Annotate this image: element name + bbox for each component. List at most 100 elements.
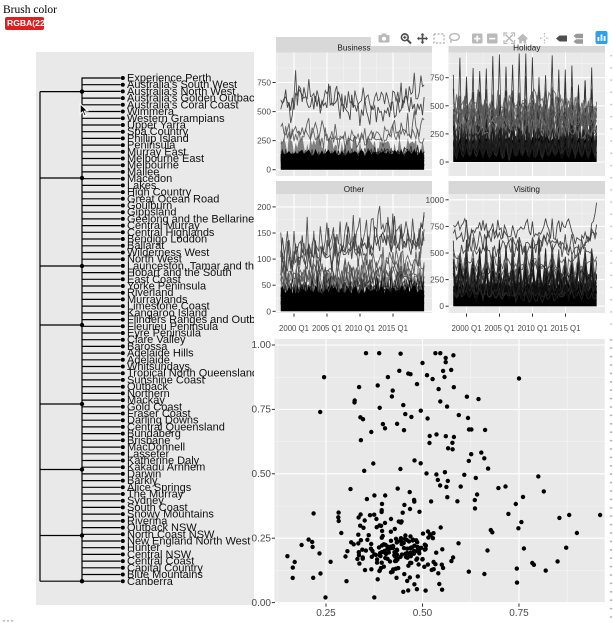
svg-text:2000 Q1: 2000 Q1 [279, 324, 309, 333]
svg-text:Australia's South West: Australia's South West [127, 79, 237, 91]
svg-text:2015 Q1: 2015 Q1 [378, 324, 408, 333]
svg-text:2015 Q1: 2015 Q1 [551, 324, 581, 333]
svg-text:2010 Q1: 2010 Q1 [345, 324, 375, 333]
svg-text:Snowy Mountains: Snowy Mountains [127, 509, 214, 521]
svg-text:250: 250 [430, 129, 444, 139]
svg-text:0: 0 [439, 157, 444, 167]
svg-text:Clare Valley: Clare Valley [127, 334, 186, 346]
svg-text:Lakes: Lakes [127, 180, 157, 192]
svg-text:Ballarat: Ballarat [127, 240, 164, 252]
svg-text:Murraylands: Murraylands [127, 294, 188, 306]
svg-text:0.50: 0.50 [413, 608, 433, 619]
svg-text:Adelaide: Adelaide [127, 354, 170, 366]
svg-text:0.25: 0.25 [252, 533, 272, 544]
svg-text:250: 250 [257, 136, 271, 146]
svg-text:Eyre Peninsula: Eyre Peninsula [127, 328, 202, 340]
svg-text:Brisbane: Brisbane [127, 435, 170, 447]
svg-text:Sunshine Coast: Sunshine Coast [127, 374, 205, 386]
svg-text:Goulburn: Goulburn [127, 200, 172, 212]
svg-text:0: 0 [266, 306, 271, 316]
svg-text:Melbourne East: Melbourne East [127, 153, 204, 165]
svg-text:2005 Q1: 2005 Q1 [312, 324, 342, 333]
svg-text:Central NSW: Central NSW [127, 549, 192, 561]
svg-text:500: 500 [430, 248, 444, 258]
svg-text:Outback: Outback [127, 381, 168, 393]
svg-text:Hobart and the South: Hobart and the South [127, 267, 232, 279]
svg-text:2010 Q1: 2010 Q1 [518, 324, 548, 333]
svg-text:0.50: 0.50 [252, 469, 272, 480]
svg-text:1.00: 1.00 [252, 340, 272, 351]
svg-text:Hunter: Hunter [127, 542, 160, 554]
svg-text:The Murray: The Murray [127, 489, 184, 501]
svg-text:Melbourne: Melbourne [127, 160, 179, 172]
svg-text:Alice Springs: Alice Springs [127, 482, 192, 494]
svg-text:Great Ocean Road: Great Ocean Road [127, 193, 219, 205]
svg-text:Experience Perth: Experience Perth [127, 73, 211, 85]
svg-text:Northern: Northern [127, 388, 170, 400]
svg-text:100: 100 [257, 254, 271, 264]
svg-text:Gold Coast: Gold Coast [127, 401, 182, 413]
svg-text:Riverina: Riverina [127, 515, 168, 527]
svg-text:Central Coast: Central Coast [127, 556, 194, 568]
svg-text:750: 750 [430, 221, 444, 231]
svg-text:Kangaroo Island: Kangaroo Island [127, 307, 207, 319]
svg-text:Limestone Coast: Limestone Coast [127, 301, 210, 313]
svg-text:0.25: 0.25 [316, 608, 336, 619]
svg-text:2000 Q1: 2000 Q1 [452, 324, 482, 333]
svg-text:500: 500 [430, 101, 444, 111]
svg-text:Western Grampians: Western Grampians [127, 113, 225, 125]
svg-text:Darwin: Darwin [127, 468, 161, 480]
svg-text:500: 500 [257, 107, 271, 117]
svg-text:Central Queensland: Central Queensland [127, 421, 225, 433]
svg-text:Mackay: Mackay [127, 395, 165, 407]
svg-text:Holiday: Holiday [513, 44, 541, 53]
svg-text:Gippsland: Gippsland [127, 207, 177, 219]
svg-text:Barossa: Barossa [127, 341, 168, 353]
svg-text:Kakadu Arnhem: Kakadu Arnhem [127, 462, 205, 474]
svg-text:Australia's Coral Coast: Australia's Coral Coast [127, 99, 239, 111]
svg-text:Riverland: Riverland [127, 287, 173, 299]
svg-text:0: 0 [439, 301, 444, 311]
svg-text:North West: North West [127, 254, 182, 266]
svg-text:MacDonnell: MacDonnell [127, 442, 185, 454]
svg-text:Bundaberg: Bundaberg [127, 428, 181, 440]
svg-text:Business: Business [337, 44, 370, 53]
svg-text:Fraser Coast: Fraser Coast [127, 408, 191, 420]
svg-text:South Coast: South Coast [127, 502, 188, 514]
svg-text:Katherine Daly: Katherine Daly [127, 455, 200, 467]
svg-text:Fleurieu Peninsula: Fleurieu Peninsula [127, 321, 219, 333]
svg-text:1000: 1000 [426, 195, 445, 205]
svg-text:Other: Other [344, 185, 365, 194]
svg-text:Flinders Ranges and Outba: Flinders Ranges and Outba [127, 314, 262, 326]
svg-text:0.75: 0.75 [509, 608, 529, 619]
svg-text:High Country: High Country [127, 187, 192, 199]
svg-text:250: 250 [430, 275, 444, 285]
svg-text:Lasseter: Lasseter [127, 448, 170, 460]
svg-text:Launceston, Tamar and the: Launceston, Tamar and the [127, 260, 260, 272]
svg-text:Barkly: Barkly [127, 475, 158, 487]
svg-text:750: 750 [430, 73, 444, 83]
svg-text:Macedon: Macedon [127, 173, 172, 185]
svg-text:North Coast NSW: North Coast NSW [127, 529, 215, 541]
svg-text:0.75: 0.75 [252, 405, 272, 416]
svg-text:Visiting: Visiting [514, 185, 541, 194]
svg-text:Australia's Golden Outback: Australia's Golden Outback [127, 93, 260, 105]
svg-text:Adelaide Hills: Adelaide Hills [127, 348, 194, 360]
svg-text:Murray East: Murray East [127, 146, 186, 158]
svg-text:Outback NSW: Outback NSW [127, 522, 197, 534]
svg-text:East Coast: East Coast [127, 274, 181, 286]
svg-text:2005 Q1: 2005 Q1 [485, 324, 515, 333]
svg-text:150: 150 [257, 228, 271, 238]
svg-text:Geelong and the Bellarine: Geelong and the Bellarine [127, 213, 254, 225]
svg-text:Central Murray: Central Murray [127, 220, 200, 232]
svg-text:Upper Yarra: Upper Yarra [127, 120, 187, 132]
svg-text:Tropical North Queensland: Tropical North Queensland [127, 368, 258, 380]
svg-text:Peninsula: Peninsula [127, 140, 176, 152]
svg-text:Yorke Peninsula: Yorke Peninsula [127, 281, 207, 293]
svg-text:50: 50 [262, 280, 272, 290]
svg-text:Wimmera: Wimmera [127, 106, 175, 118]
svg-text:Blue Mountains: Blue Mountains [127, 569, 203, 581]
svg-text:New England North West: New England North West [127, 536, 250, 548]
svg-text:0.00: 0.00 [252, 598, 272, 609]
svg-text:Whitsundays: Whitsundays [127, 361, 190, 373]
